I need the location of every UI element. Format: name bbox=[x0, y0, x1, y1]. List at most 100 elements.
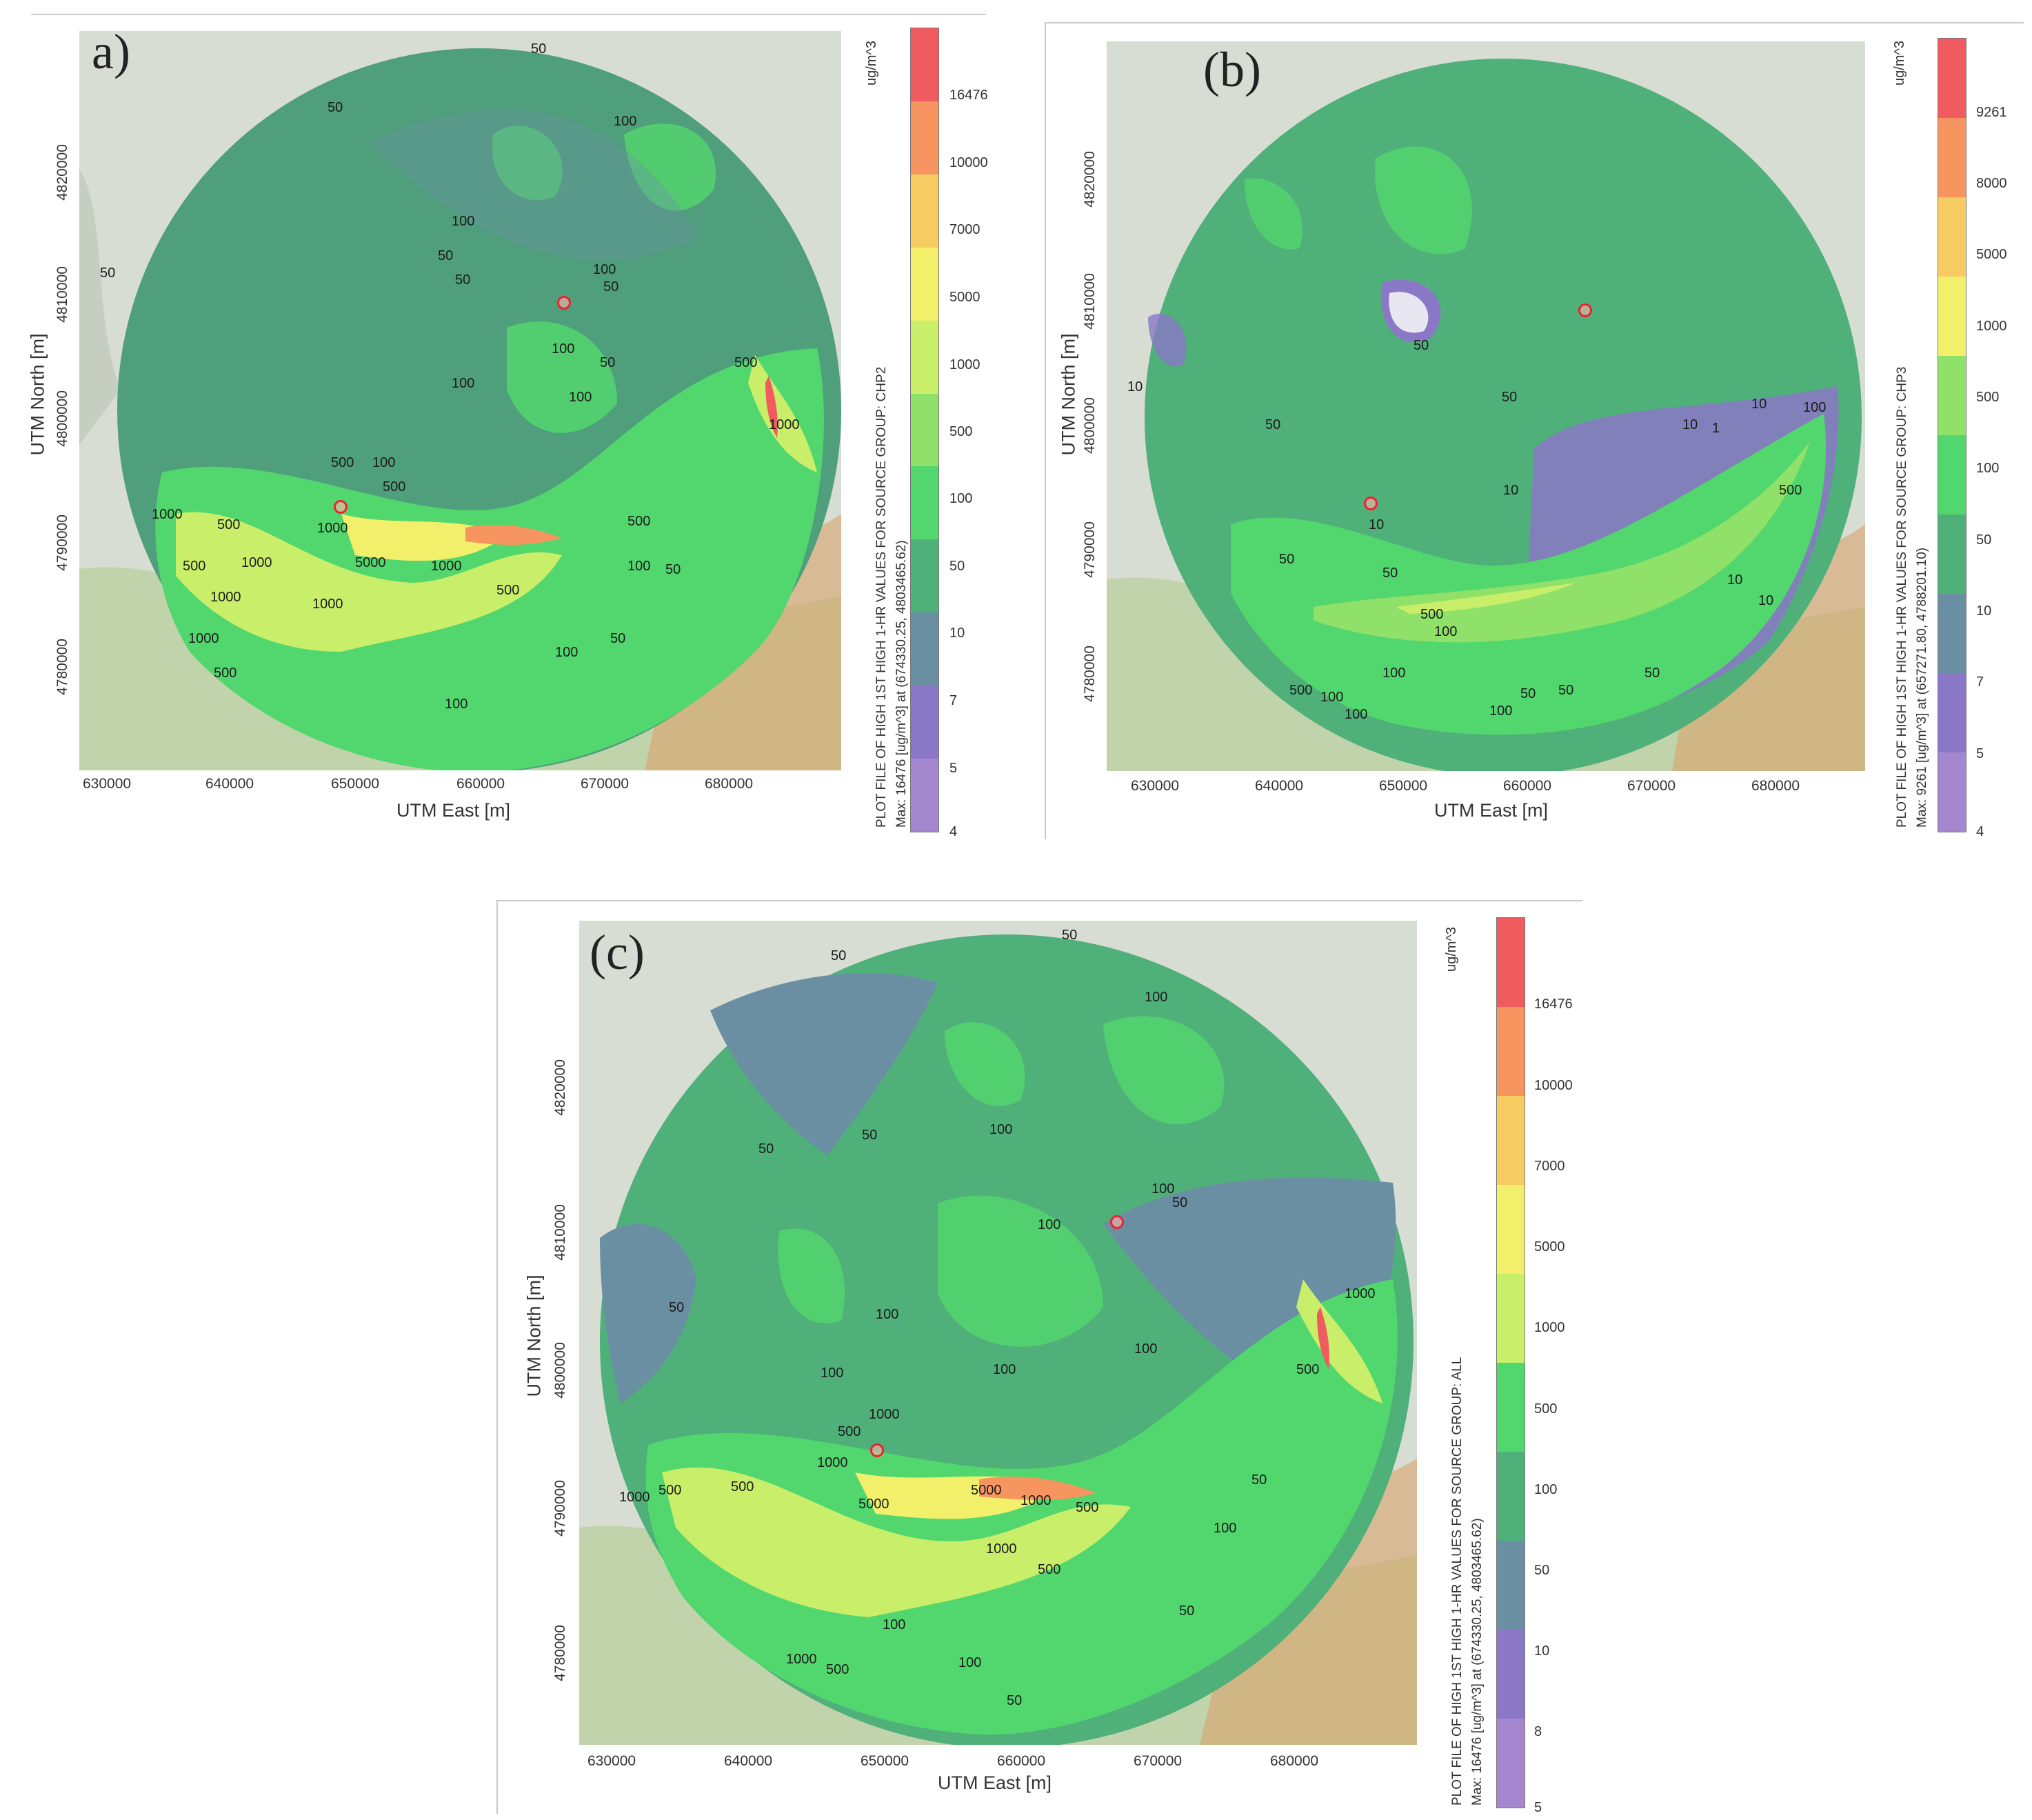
source-marker-icon bbox=[1364, 497, 1378, 510]
legend-label-a: 10 bbox=[949, 626, 965, 641]
contour-label: 100 bbox=[452, 214, 475, 229]
contour-label: 1000 bbox=[986, 1541, 1017, 1557]
legend-label-a: 100 bbox=[949, 491, 973, 506]
legend-label-b: 10 bbox=[1976, 603, 1992, 619]
contour-label: 50 bbox=[328, 100, 343, 115]
caption-line: PLOT FILE OF HIGH 1ST HIGH 1-HR VALUES F… bbox=[1450, 1357, 1465, 1806]
x-tick-a: 650000 bbox=[331, 776, 380, 792]
x-tick-c: 660000 bbox=[997, 1753, 1046, 1769]
dispersion-map-b bbox=[1107, 41, 1865, 771]
y-axis-title-c: UTM North [m] bbox=[523, 1274, 545, 1397]
legend-swatch bbox=[1938, 435, 1966, 514]
contour-label: 100 bbox=[1151, 1181, 1175, 1197]
contour-label: 1000 bbox=[619, 1490, 650, 1505]
map-b: (b) 50 50 50 10 10 10 10 1 10 50 50 500 … bbox=[1107, 41, 1865, 771]
legend-label-a: 7000 bbox=[949, 222, 980, 237]
contour-label: 5000 bbox=[355, 555, 386, 570]
legend-label-b: 5000 bbox=[1976, 247, 2007, 262]
plot-caption-b: PLOT FILE OF HIGH 1ST HIGH 1-HR VALUES F… bbox=[1893, 367, 1932, 828]
contour-label: 500 bbox=[734, 355, 758, 370]
contour-label: 500 bbox=[658, 1483, 682, 1498]
y-tick-b: 4820000 bbox=[1081, 151, 1098, 208]
caption-line: Max: 9261 [ug/m^3] at (657271.80, 478820… bbox=[1914, 547, 1929, 828]
legend-label-b: 4 bbox=[1976, 824, 1984, 839]
y-tick-b: 4790000 bbox=[1081, 521, 1098, 578]
legend-swatch bbox=[1497, 918, 1525, 1007]
map-a: a) 50 50 100 100 50 50 100 50 50 100 100… bbox=[79, 31, 841, 770]
legend-label-a: 10000 bbox=[949, 155, 988, 170]
legend-label-a: 1000 bbox=[949, 357, 980, 372]
source-marker-icon bbox=[1110, 1215, 1124, 1229]
contour-label: 100 bbox=[1214, 1521, 1237, 1536]
contour-label: 100 bbox=[958, 1655, 982, 1670]
legend-swatch bbox=[1497, 1630, 1525, 1719]
panel-label-c: (c) bbox=[590, 925, 645, 980]
legend-swatch bbox=[1497, 1274, 1525, 1363]
y-tick-c: 4800000 bbox=[552, 1342, 568, 1399]
legend-label-c: 10 bbox=[1534, 1643, 1550, 1659]
plot-caption-a: PLOT FILE OF HIGH 1ST HIGH 1-HR VALUES F… bbox=[872, 367, 912, 828]
top-left-separator bbox=[31, 14, 986, 15]
contour-label: 50 bbox=[1520, 686, 1536, 701]
contour-label: 1000 bbox=[210, 590, 241, 605]
contour-label: 50 bbox=[1279, 552, 1295, 567]
contour-label: 500 bbox=[1076, 1500, 1099, 1515]
legend-label-a: 5000 bbox=[949, 290, 980, 305]
contour-label: 100 bbox=[1489, 703, 1513, 719]
x-tick-b: 630000 bbox=[1131, 778, 1180, 794]
x-tick-b: 680000 bbox=[1751, 778, 1800, 794]
contour-label: 100 bbox=[1134, 1341, 1158, 1357]
x-tick-a: 630000 bbox=[83, 776, 132, 792]
y-tick-c: 4820000 bbox=[552, 1059, 568, 1116]
legend-label-c: 8 bbox=[1534, 1724, 1542, 1739]
contour-label: 50 bbox=[531, 41, 547, 57]
legend-swatch bbox=[1938, 118, 1966, 197]
contour-label: 500 bbox=[627, 514, 651, 529]
contour-label: 100 bbox=[614, 114, 637, 129]
contour-label: 10 bbox=[1727, 572, 1743, 588]
y-tick-a: 4820000 bbox=[54, 144, 70, 201]
contour-label: 50 bbox=[1382, 566, 1398, 581]
contour-label: 500 bbox=[214, 666, 237, 681]
contour-label: 1000 bbox=[241, 555, 272, 570]
contour-label: 500 bbox=[383, 479, 406, 494]
caption-line: PLOT FILE OF HIGH 1ST HIGH 1-HR VALUES F… bbox=[1895, 366, 1909, 828]
x-tick-c: 670000 bbox=[1134, 1753, 1183, 1769]
legend-swatch bbox=[1938, 39, 1966, 118]
contour-label: 10 bbox=[1758, 593, 1774, 608]
legend-swatch bbox=[1497, 1541, 1525, 1630]
contour-label: 100 bbox=[555, 645, 579, 660]
contour-label: 1000 bbox=[431, 559, 462, 574]
contour-label: 100 bbox=[593, 262, 616, 277]
x-tick-a: 670000 bbox=[581, 776, 630, 792]
legend-label-c: 1000 bbox=[1534, 1320, 1565, 1335]
x-tick-a: 660000 bbox=[456, 776, 505, 792]
legend-label-b: 1000 bbox=[1976, 319, 2007, 334]
y-tick-c: 4810000 bbox=[552, 1204, 568, 1261]
legend-swatch bbox=[1938, 277, 1966, 356]
contour-label: 5000 bbox=[858, 1497, 889, 1512]
legend-label-b: 50 bbox=[1976, 532, 1992, 548]
contour-label: 100 bbox=[552, 341, 575, 357]
legend-label-b: 100 bbox=[1976, 461, 2000, 476]
contour-label: 500 bbox=[1289, 683, 1313, 698]
x-tick-b: 650000 bbox=[1379, 778, 1428, 794]
legend-colorbar-a bbox=[910, 28, 939, 832]
contour-label: 1000 bbox=[869, 1407, 900, 1422]
legend-unit-b: ug/m^3 bbox=[1891, 41, 1907, 86]
legend-swatch bbox=[1938, 356, 1966, 435]
contour-label: 50 bbox=[831, 948, 847, 963]
contour-label: 10 bbox=[1503, 483, 1519, 498]
legend-swatch bbox=[911, 393, 938, 467]
legend-swatch bbox=[911, 320, 938, 394]
contour-label: 500 bbox=[1296, 1362, 1320, 1377]
x-tick-a: 640000 bbox=[205, 776, 254, 792]
legend-label-a: 4 bbox=[949, 824, 958, 839]
legend-swatch bbox=[1497, 1096, 1525, 1185]
bottom-separator bbox=[496, 900, 1582, 901]
contour-label: 50 bbox=[1265, 417, 1281, 432]
contour-label: 100 bbox=[1803, 400, 1827, 415]
contour-label: 100 bbox=[445, 697, 468, 712]
legend-label-c: 5000 bbox=[1534, 1239, 1565, 1254]
y-tick-b: 4780000 bbox=[1081, 646, 1098, 702]
